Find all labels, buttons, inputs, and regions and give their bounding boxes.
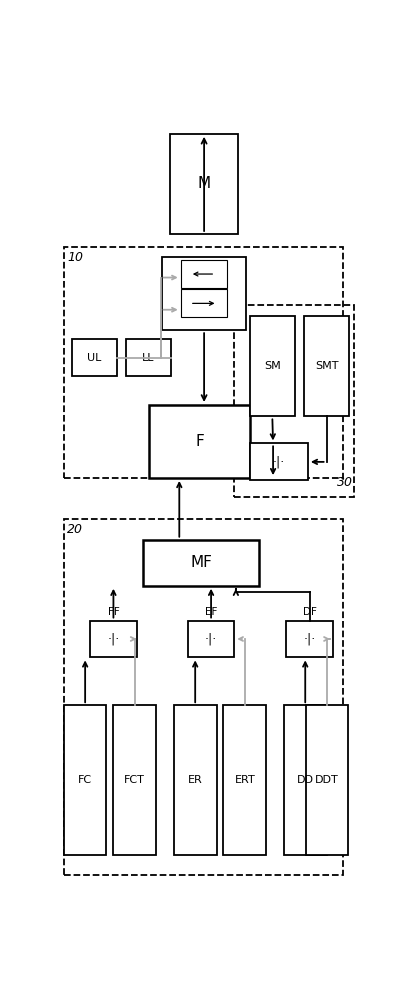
Bar	[126, 339, 171, 376]
Bar	[64, 519, 343, 875]
Bar	[234, 305, 354, 497]
Text: 10: 10	[67, 251, 83, 264]
Text: DF: DF	[302, 607, 316, 617]
Text: ·|·: ·|·	[107, 632, 120, 645]
Text: FC: FC	[78, 775, 92, 785]
Bar	[306, 705, 348, 855]
Text: FCT: FCT	[124, 775, 145, 785]
Bar	[64, 705, 107, 855]
Text: ·|·: ·|·	[205, 632, 217, 645]
Text: SMT: SMT	[315, 361, 338, 371]
Bar	[223, 705, 266, 855]
Bar	[250, 443, 308, 480]
Text: DDT: DDT	[315, 775, 339, 785]
Text: M: M	[198, 176, 211, 191]
Text: LL: LL	[142, 353, 154, 363]
Text: 30: 30	[337, 476, 353, 489]
Text: FF: FF	[108, 607, 119, 617]
Bar	[113, 705, 156, 855]
Bar	[181, 260, 227, 288]
Text: ERT: ERT	[235, 775, 255, 785]
Text: SM: SM	[264, 361, 280, 371]
Text: 20: 20	[67, 523, 83, 536]
Bar	[71, 339, 117, 376]
Text: ·|·: ·|·	[303, 632, 316, 645]
Text: ER: ER	[188, 775, 203, 785]
Bar	[170, 134, 238, 234]
Bar	[64, 247, 343, 478]
Bar	[188, 620, 234, 657]
Bar	[143, 540, 259, 586]
Bar	[284, 705, 326, 855]
Text: MF: MF	[190, 555, 212, 570]
Bar	[174, 705, 217, 855]
Text: ·|·: ·|·	[273, 455, 285, 468]
Bar	[149, 405, 250, 478]
Text: F: F	[195, 434, 204, 449]
Bar	[250, 316, 295, 416]
Bar	[181, 289, 227, 317]
Bar	[304, 316, 349, 416]
Bar	[286, 620, 333, 657]
Bar	[162, 257, 246, 330]
Text: EF: EF	[205, 607, 217, 617]
Text: DD: DD	[297, 775, 314, 785]
Text: UL: UL	[87, 353, 101, 363]
Bar	[90, 620, 137, 657]
